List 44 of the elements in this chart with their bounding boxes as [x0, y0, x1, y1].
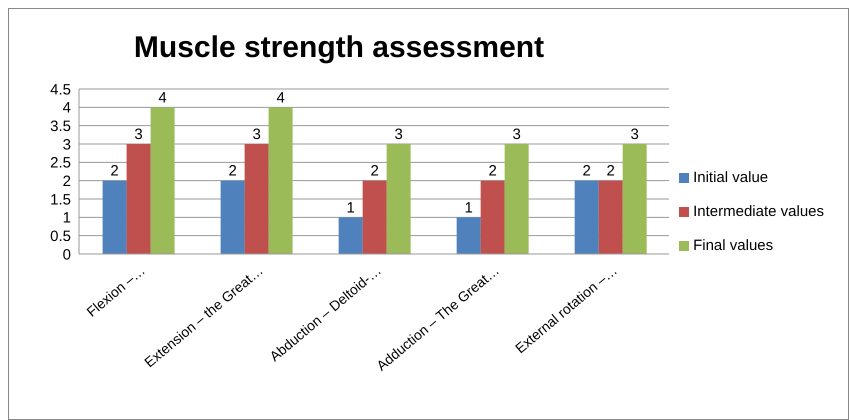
bar [598, 180, 623, 254]
data-label: 3 [630, 126, 639, 143]
data-label: 3 [394, 126, 403, 143]
data-label: 2 [582, 162, 591, 180]
bar [480, 180, 505, 254]
y-tick-label: 4.5 [50, 81, 71, 98]
bar [220, 180, 245, 254]
data-label: 2 [370, 162, 379, 180]
y-tick-label: 3 [62, 136, 71, 154]
bar [386, 144, 411, 254]
y-tick-label: 2.5 [50, 154, 71, 172]
bar [244, 144, 269, 254]
bar [338, 217, 363, 254]
chart-title: Muscle strength assessment [132, 31, 546, 65]
bar [102, 180, 127, 254]
bar [126, 144, 151, 254]
legend-label: Final values [693, 236, 774, 254]
bar [268, 107, 293, 254]
y-tick-label: 4 [62, 100, 71, 117]
data-label: 2 [488, 162, 497, 180]
data-label: 3 [252, 126, 261, 143]
data-label: 1 [346, 199, 355, 216]
bar [456, 217, 481, 254]
y-tick-label: 1.5 [50, 191, 71, 208]
y-tick-label: 2 [62, 172, 71, 190]
data-label: 3 [134, 126, 143, 143]
data-label: 4 [158, 89, 167, 106]
bar [504, 144, 529, 254]
bar [574, 180, 599, 254]
y-tick-label: 0 [62, 246, 71, 264]
data-label: 2 [228, 162, 237, 180]
bar [622, 144, 647, 254]
y-tick-label: 3.5 [50, 118, 71, 135]
legend-label: Initial value [693, 168, 768, 186]
data-label: 3 [512, 126, 521, 143]
data-label: 2 [110, 162, 119, 180]
data-label: 1 [464, 199, 473, 216]
y-tick-label: 1 [62, 210, 71, 227]
legend-label: Intermediate values [693, 202, 824, 220]
y-tick-label: 0.5 [50, 228, 71, 245]
data-label: 2 [606, 162, 615, 180]
bar [150, 107, 175, 254]
data-label: 4 [276, 89, 285, 106]
bar [362, 180, 387, 254]
